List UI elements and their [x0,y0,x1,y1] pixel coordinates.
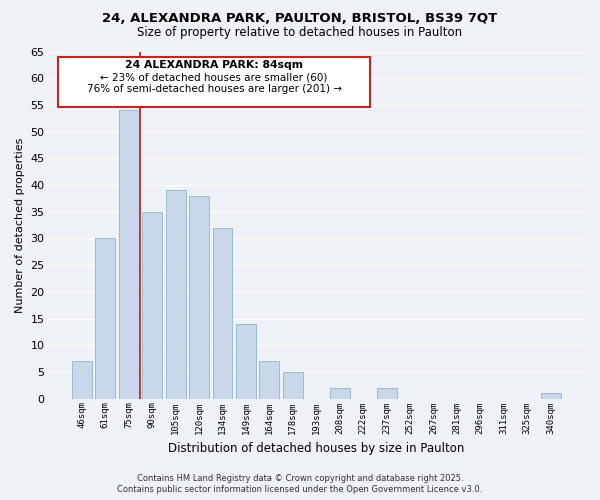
Bar [236,324,256,398]
Bar [142,212,162,398]
Bar [95,238,115,398]
X-axis label: Distribution of detached houses by size in Paulton: Distribution of detached houses by size … [168,442,464,455]
Bar [330,388,350,398]
Text: 76% of semi-detached houses are larger (201) →: 76% of semi-detached houses are larger (… [86,84,341,94]
Bar [259,362,280,399]
Bar [119,110,139,399]
FancyBboxPatch shape [58,56,370,107]
Bar [377,388,397,398]
Bar [166,190,185,398]
Text: Contains HM Land Registry data © Crown copyright and database right 2025.
Contai: Contains HM Land Registry data © Crown c… [118,474,482,494]
Y-axis label: Number of detached properties: Number of detached properties [15,138,25,313]
Bar [72,362,92,399]
Bar [283,372,303,398]
Text: 24 ALEXANDRA PARK: 84sqm: 24 ALEXANDRA PARK: 84sqm [125,60,303,70]
Text: 24, ALEXANDRA PARK, PAULTON, BRISTOL, BS39 7QT: 24, ALEXANDRA PARK, PAULTON, BRISTOL, BS… [103,12,497,26]
Text: ← 23% of detached houses are smaller (60): ← 23% of detached houses are smaller (60… [100,72,328,83]
Bar [189,196,209,398]
Bar [541,394,560,398]
Text: Size of property relative to detached houses in Paulton: Size of property relative to detached ho… [137,26,463,39]
Bar [212,228,232,398]
